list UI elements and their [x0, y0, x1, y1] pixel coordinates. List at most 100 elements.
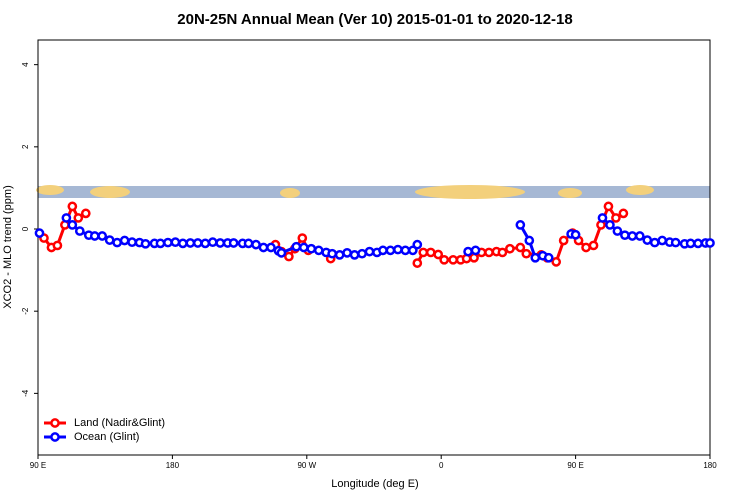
- point: [618, 208, 629, 219]
- point: [306, 243, 317, 254]
- point: [515, 220, 526, 230]
- point: [551, 257, 562, 267]
- x-tick-label: 90 W: [297, 461, 316, 470]
- point: [605, 220, 615, 230]
- point: [291, 241, 302, 252]
- y-tick-label: -2: [21, 307, 30, 315]
- point: [192, 238, 203, 248]
- point: [200, 238, 211, 249]
- point: [67, 201, 78, 212]
- point: [497, 247, 508, 258]
- point: [670, 237, 681, 248]
- x-tick-label: 0: [439, 461, 444, 470]
- point: [463, 246, 473, 257]
- point: [418, 247, 429, 258]
- point: [251, 239, 261, 250]
- point: [119, 235, 130, 246]
- point: [469, 252, 479, 263]
- point: [425, 247, 436, 258]
- point: [313, 245, 324, 256]
- point: [484, 247, 494, 258]
- point: [342, 247, 352, 258]
- point: [243, 238, 254, 249]
- x-tick-label: 90 E: [567, 461, 583, 470]
- point: [524, 235, 535, 246]
- point: [385, 245, 396, 256]
- legend-label: Land (Nadir&Glint): [74, 417, 165, 429]
- point: [349, 250, 360, 260]
- point: [228, 238, 239, 248]
- y-tick-label: 2: [21, 144, 30, 149]
- point: [588, 240, 599, 251]
- point: [400, 245, 411, 256]
- point: [505, 243, 515, 254]
- map-strip: [36, 185, 710, 199]
- point: [657, 235, 668, 246]
- point: [393, 244, 403, 255]
- point: [693, 238, 703, 249]
- point: [89, 231, 100, 241]
- point: [104, 235, 115, 245]
- point: [67, 220, 78, 230]
- point: [620, 230, 630, 241]
- legend-marker: [50, 418, 60, 428]
- point: [597, 213, 608, 223]
- point: [155, 238, 166, 249]
- point: [74, 226, 85, 236]
- point: [685, 238, 696, 249]
- point: [603, 201, 614, 212]
- point: [612, 226, 623, 236]
- point: [448, 254, 458, 265]
- point: [378, 245, 388, 256]
- point: [170, 237, 181, 248]
- x-tick-label: 90 E: [30, 461, 46, 470]
- point: [515, 242, 526, 253]
- chart-title: 20N-25N Annual Mean (Ver 10) 2015-01-01 …: [177, 11, 572, 28]
- y-axis-label: XCO2 - MLO trend (ppm): [2, 185, 14, 308]
- point: [284, 251, 294, 262]
- point: [112, 237, 122, 248]
- point: [61, 213, 72, 223]
- point: [521, 248, 532, 259]
- point: [634, 231, 645, 241]
- y-tick-label: 0: [21, 226, 30, 231]
- point: [357, 248, 367, 259]
- point: [140, 238, 151, 249]
- point: [185, 238, 196, 248]
- point: [97, 231, 108, 241]
- point: [543, 252, 554, 263]
- point: [297, 233, 308, 243]
- point: [470, 245, 481, 256]
- point: [412, 239, 423, 250]
- point: [558, 235, 569, 246]
- point: [705, 238, 715, 248]
- x-axis-label: Longitude (deg E): [331, 478, 418, 490]
- point: [327, 248, 338, 259]
- plot-frame: [37, 39, 711, 456]
- point: [215, 238, 226, 248]
- point: [530, 252, 541, 263]
- point: [163, 237, 173, 248]
- point: [276, 247, 287, 258]
- x-tick-label: 180: [703, 461, 717, 470]
- point: [34, 228, 45, 238]
- y-tick-label: -4: [21, 389, 30, 397]
- point: [258, 242, 269, 253]
- point: [649, 237, 660, 248]
- point: [73, 213, 84, 223]
- point: [642, 235, 653, 245]
- point: [334, 250, 345, 260]
- legend-label: Ocean (Glint): [74, 431, 139, 443]
- point: [127, 237, 137, 248]
- point: [439, 254, 450, 265]
- point: [581, 242, 591, 253]
- point: [266, 242, 276, 253]
- y-tick-label: 4: [21, 62, 30, 67]
- point: [570, 229, 581, 240]
- point: [364, 246, 375, 257]
- point: [433, 249, 444, 260]
- x-tick-label: 180: [166, 461, 180, 470]
- point: [80, 208, 91, 219]
- legend-marker: [50, 432, 60, 442]
